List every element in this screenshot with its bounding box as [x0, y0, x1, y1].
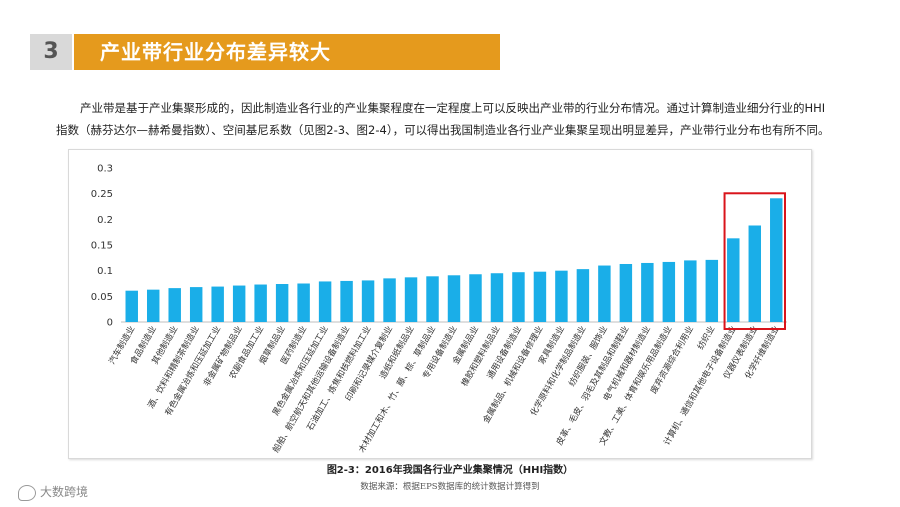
- brand-logo-icon: [18, 484, 36, 501]
- intro-paragraph: 产业带是基于产业集聚形成的，因此制造业各行业的产业集聚程度在一定程度上可以反映出…: [56, 97, 836, 141]
- chart-container: 0 0.05 0.1 0.15 0.2 0.25 0.3 汽车制造业 食品制造业 其他制造业 酒、饮…: [68, 149, 812, 459]
- figure-caption: 图2-3：2016年我国各行业产业集聚情况（HHI指数）: [326, 465, 574, 476]
- section-title: 产业带行业分布差异较大: [100, 40, 331, 64]
- bar: [727, 238, 740, 322]
- bar: [340, 280, 353, 322]
- y-tick-label: 0.2: [97, 215, 113, 226]
- bar: [748, 225, 762, 322]
- bar: [469, 274, 482, 322]
- bar: [189, 287, 203, 322]
- bar: [254, 284, 267, 322]
- bar: [361, 280, 375, 322]
- highlight-box: [723, 192, 787, 330]
- y-tick-label: 0.15: [91, 241, 113, 252]
- bar: [770, 198, 783, 322]
- bar: [705, 259, 719, 322]
- bar: [232, 285, 246, 322]
- bar: [490, 273, 504, 322]
- y-tick-label: 0.1: [97, 266, 113, 277]
- bar: [383, 278, 396, 322]
- brand-name: 大数跨境: [40, 485, 89, 499]
- bar: [619, 263, 633, 322]
- bar: [275, 284, 289, 322]
- y-tick-label: 0: [107, 318, 113, 329]
- hhi-bar-chart: 00.050.10.150.20.250.3汽车制造业食品制造业其他制造业酒、饮…: [91, 164, 787, 458]
- bar: [555, 270, 568, 322]
- y-tick-label: 0.05: [91, 292, 113, 303]
- bar: [146, 289, 160, 322]
- bar: [404, 277, 418, 322]
- bar: [512, 272, 525, 322]
- bar: [297, 283, 310, 322]
- y-tick-label: 0.25: [91, 189, 113, 200]
- y-tick-label: 0.3: [97, 164, 113, 175]
- data-source: 数据来源：根据EPS数据库的统计数据计算得到: [360, 482, 540, 492]
- bar: [662, 261, 676, 322]
- bar: [598, 265, 611, 322]
- section-title-bar: [74, 34, 500, 70]
- bar: [125, 290, 138, 322]
- bar: [447, 275, 461, 322]
- bar: [426, 276, 439, 322]
- section-number: 3: [30, 34, 72, 70]
- x-tick-label: 纺织业: [695, 324, 717, 352]
- bar: [533, 271, 547, 322]
- bar: [641, 262, 654, 322]
- bar: [318, 281, 332, 322]
- intro-text: 产业带是基于产业集聚形成的，因此制造业各行业的产业集聚程度在一定程度上可以反映出…: [56, 101, 830, 137]
- bar: [168, 288, 181, 322]
- brand-watermark: 大数跨境: [18, 483, 88, 501]
- bar: [211, 286, 224, 322]
- bar: [684, 260, 697, 322]
- bar: [576, 269, 590, 322]
- section-header: 3 产业带行业分布差异较大: [30, 34, 500, 70]
